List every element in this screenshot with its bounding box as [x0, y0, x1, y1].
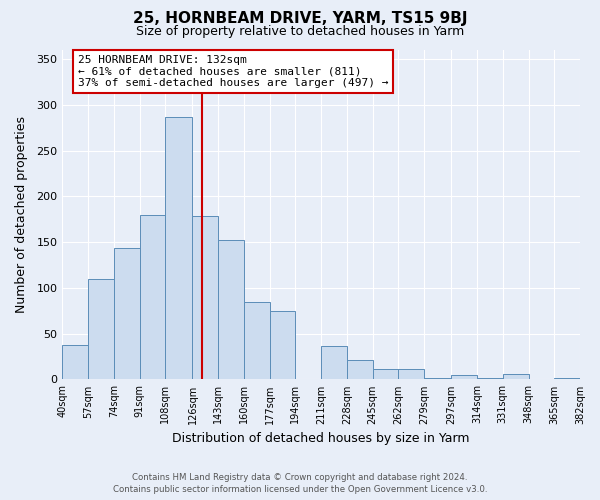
- Bar: [373, 370, 398, 380]
- Bar: [477, 378, 503, 380]
- Bar: [88, 279, 114, 380]
- Text: 25 HORNBEAM DRIVE: 132sqm
← 61% of detached houses are smaller (811)
37% of semi: 25 HORNBEAM DRIVE: 132sqm ← 61% of detac…: [78, 55, 388, 88]
- Bar: [218, 240, 244, 380]
- Y-axis label: Number of detached properties: Number of detached properties: [15, 116, 28, 313]
- Bar: [451, 375, 477, 380]
- Text: Contains HM Land Registry data © Crown copyright and database right 2024.
Contai: Contains HM Land Registry data © Crown c…: [113, 472, 487, 494]
- Bar: [503, 374, 529, 380]
- Bar: [114, 248, 140, 380]
- Bar: [62, 344, 88, 380]
- Bar: [193, 216, 218, 380]
- Bar: [140, 214, 165, 380]
- Bar: [244, 302, 269, 380]
- Bar: [529, 378, 554, 380]
- Bar: [398, 370, 424, 380]
- Bar: [424, 378, 451, 380]
- Bar: [321, 346, 347, 380]
- Text: Size of property relative to detached houses in Yarm: Size of property relative to detached ho…: [136, 25, 464, 38]
- Bar: [269, 311, 295, 380]
- X-axis label: Distribution of detached houses by size in Yarm: Distribution of detached houses by size …: [172, 432, 470, 445]
- Bar: [165, 117, 193, 380]
- Text: 25, HORNBEAM DRIVE, YARM, TS15 9BJ: 25, HORNBEAM DRIVE, YARM, TS15 9BJ: [133, 12, 467, 26]
- Bar: [347, 360, 373, 380]
- Bar: [554, 378, 580, 380]
